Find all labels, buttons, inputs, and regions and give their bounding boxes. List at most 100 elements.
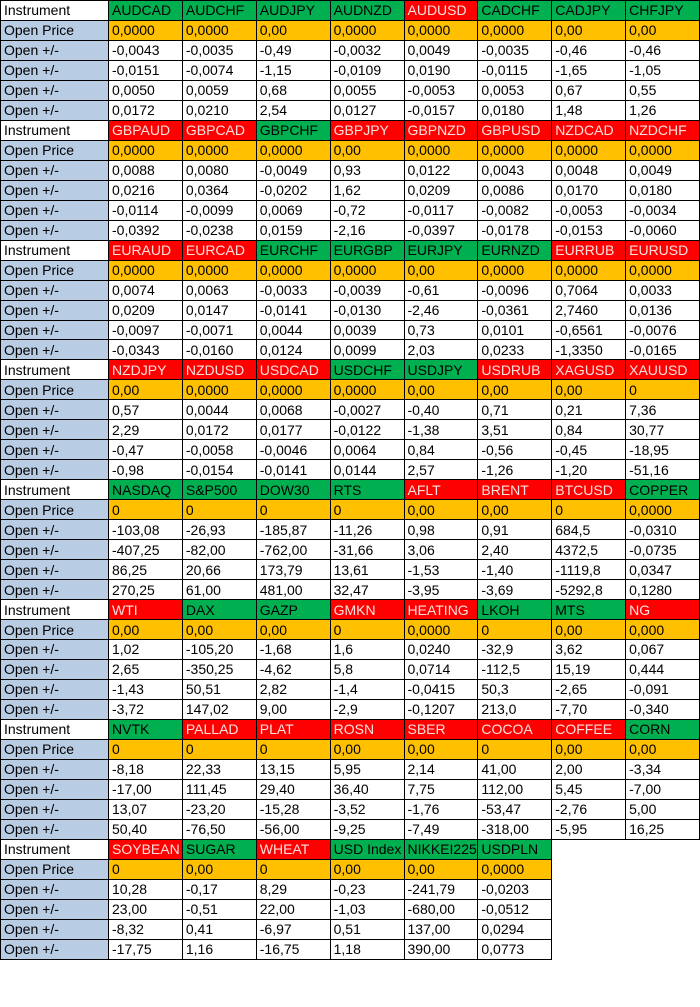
change-value: -0,0043 <box>108 39 183 61</box>
change-value: 0,0180 <box>625 179 700 201</box>
change-value: 5,00 <box>625 798 700 820</box>
change-value: -0,0034 <box>625 199 700 221</box>
open-price: 0,00 <box>551 619 627 640</box>
change-value: 0,0347 <box>625 559 700 581</box>
change-value: 2,57 <box>403 459 479 481</box>
open-price-row: Open Price 0,00 0,0000 0,0000 0,0000 0,00 0,00… <box>0 379 700 401</box>
instrument-name: XAUUSD <box>625 359 700 381</box>
change-value: -1,65 <box>551 59 627 81</box>
open-price: 0,0000 <box>255 259 331 281</box>
open-price: 0,0000 <box>255 379 331 401</box>
open-price-row: Open Price 0 0 0 0,00 0,00 0 0,00 0,00 <box>0 738 700 760</box>
change-value: -0,0122 <box>329 419 405 441</box>
empty-cell <box>552 879 626 899</box>
change-value: -0,0035 <box>181 39 257 61</box>
open-price: 0,00 <box>181 619 257 640</box>
instrument-name: EURRUB <box>551 239 627 261</box>
open-price: 0,00 <box>625 19 700 41</box>
change-value: 3,62 <box>551 639 627 660</box>
change-value: -0,0141 <box>255 299 331 321</box>
open-price: 0,00 <box>551 738 627 760</box>
change-value: -31,66 <box>329 539 405 561</box>
change-row: Open +/- 2,65 -350,25 -4,62 5,8 0,0714 -112,5 1… <box>0 658 700 680</box>
instrument-name: EURAUD <box>108 239 183 261</box>
empty-cell <box>552 939 626 959</box>
change-value: -0,0397 <box>403 219 479 241</box>
change-value: 0,0101 <box>477 319 553 341</box>
change-value: -350,25 <box>181 658 257 680</box>
change-value: 0,1280 <box>625 579 700 601</box>
empty-cell <box>626 919 700 939</box>
change-value: -0,0082 <box>477 199 553 221</box>
instrument-name: USDRUB <box>477 359 553 381</box>
open-price: 0,0000 <box>477 139 553 161</box>
change-value: -103,08 <box>108 519 183 541</box>
change-value: 23,00 <box>108 898 183 920</box>
change-value: -1,68 <box>255 639 331 660</box>
change-value: -1,05 <box>625 59 700 81</box>
row-label: Instrument <box>0 359 109 381</box>
change-value: -241,79 <box>403 878 479 900</box>
row-label: Open +/- <box>0 179 109 201</box>
change-value: 7,75 <box>403 778 479 800</box>
change-value: 270,25 <box>108 579 183 601</box>
instrument-name: USD Index <box>329 838 405 860</box>
open-price: 0,0000 <box>181 259 257 281</box>
change-value: 0,84 <box>551 419 627 441</box>
change-value: -0,0033 <box>255 279 331 301</box>
row-label: Open +/- <box>0 419 109 441</box>
row-label: Open Price <box>0 19 109 41</box>
change-value: 0,0177 <box>255 419 331 441</box>
change-value: 0,0080 <box>181 159 257 181</box>
change-value: -0,0049 <box>255 159 331 181</box>
change-value: 2,14 <box>403 758 479 780</box>
open-price: 0 <box>181 499 257 521</box>
change-value: 1,18 <box>329 938 405 960</box>
open-price: 0 <box>477 738 553 760</box>
instrument-name: MTS <box>551 599 627 621</box>
row-label: Open +/- <box>0 938 109 960</box>
change-value: 0,0209 <box>108 299 183 321</box>
change-value: 1,6 <box>329 639 405 660</box>
open-price: 0 <box>329 619 405 640</box>
open-price: 0,00 <box>108 379 183 401</box>
change-value: -0,0046 <box>255 439 331 461</box>
change-value: -0,0027 <box>329 399 405 421</box>
instrument-name: CADCHF <box>477 0 553 21</box>
instrument-name: NVTK <box>108 718 183 740</box>
instrument-name: COPPER <box>625 479 700 501</box>
change-value: -2,46 <box>403 299 479 321</box>
row-label: Open Price <box>0 139 109 161</box>
change-value: -3,95 <box>403 579 479 601</box>
change-value: 0,0064 <box>329 439 405 461</box>
change-value: -1,03 <box>329 898 405 920</box>
instrument-row: Instrument NASDAQ S&P500 DOW30 RTS AFLT BRENT B… <box>0 479 700 501</box>
instrument-name: GBPJPY <box>329 119 405 141</box>
change-value: 0,68 <box>255 79 331 101</box>
change-row: Open +/- 0,0074 0,0063 -0,0033 -0,0039 -0,61-… <box>0 279 700 301</box>
open-price: 0,0000 <box>403 619 479 640</box>
change-value: -23,20 <box>181 798 257 820</box>
change-value: -76,50 <box>181 818 257 840</box>
change-value: -318,00 <box>477 818 553 840</box>
change-value: 0,0050 <box>108 79 183 101</box>
change-value: -0,0141 <box>255 459 331 481</box>
row-label: Open +/- <box>0 79 109 101</box>
instrument-name: PLAT <box>255 718 331 740</box>
change-value: -16,75 <box>255 938 331 960</box>
change-value: 13,07 <box>108 798 183 820</box>
row-label: Open +/- <box>0 798 109 820</box>
open-price: 0,0000 <box>329 259 405 281</box>
row-label: Instrument <box>0 119 109 141</box>
change-value: -0,17 <box>181 878 257 900</box>
change-value: 0,0048 <box>551 159 627 181</box>
change-value: 0,444 <box>625 658 700 680</box>
open-price: 0,0000 <box>551 259 627 281</box>
open-price: 0,0000 <box>625 139 700 161</box>
change-value: 10,28 <box>108 878 183 900</box>
instrument-name: NZDCAD <box>551 119 627 141</box>
change-value: -0,51 <box>181 898 257 920</box>
change-value: 0,0049 <box>403 39 479 61</box>
instrument-name: EURCAD <box>181 239 257 261</box>
change-row: Open +/- -0,98 -0,0154 -0,0141 0,0144 2,57 -1,… <box>0 459 700 481</box>
